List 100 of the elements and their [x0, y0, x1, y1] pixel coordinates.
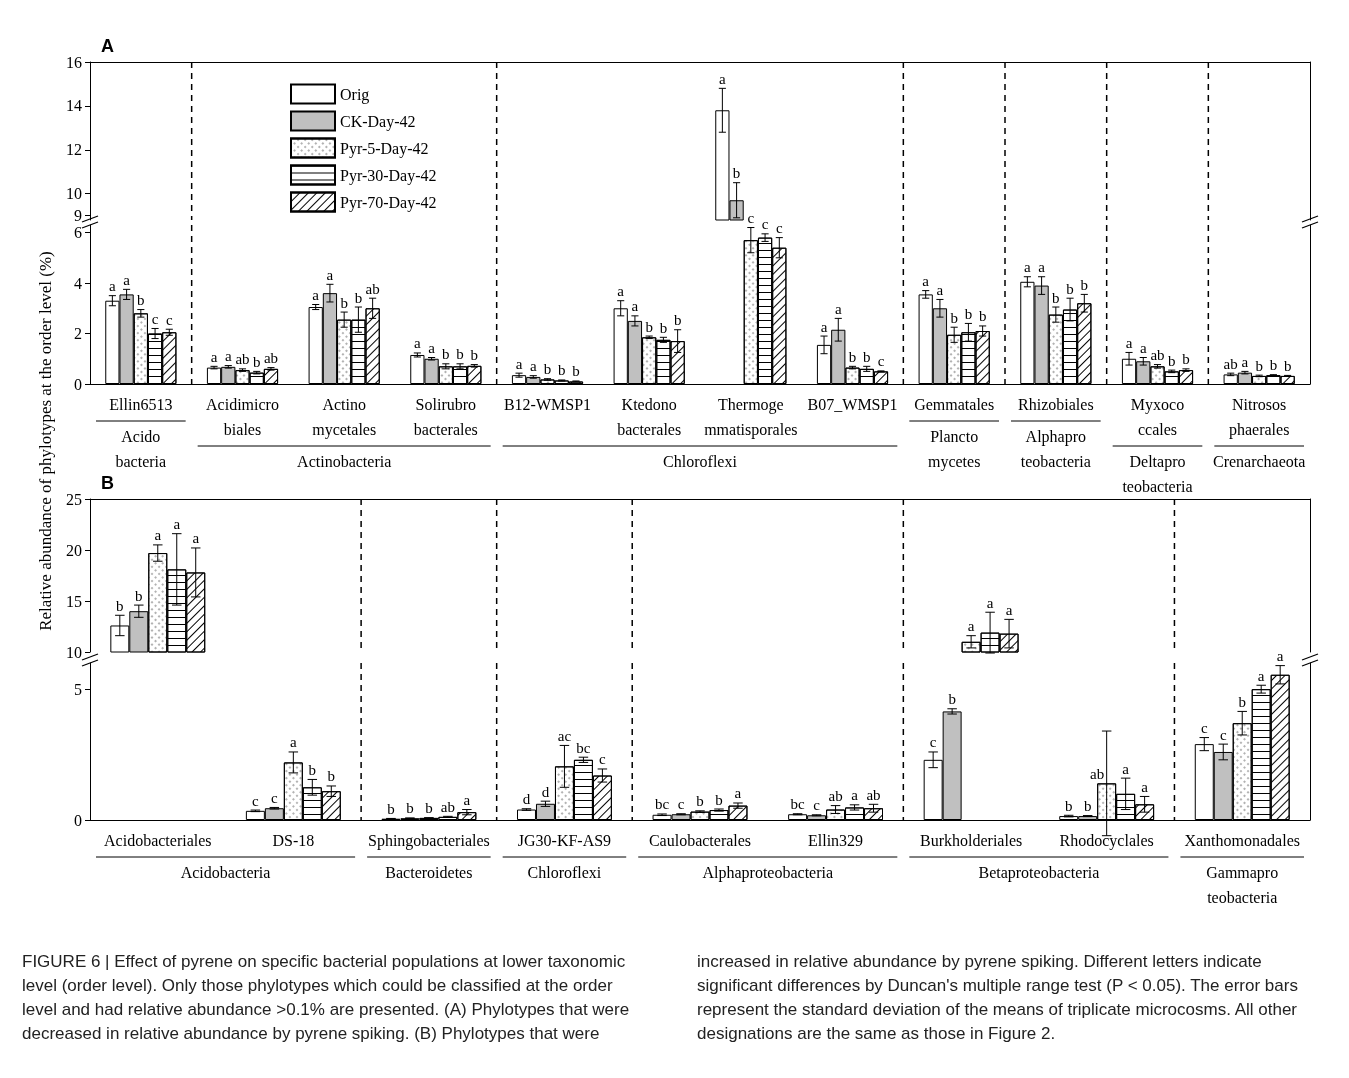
chart-title: B	[101, 473, 114, 493]
data-label: a	[631, 298, 639, 315]
data-label: b	[327, 768, 336, 785]
x-tick-label: Myxoco ccales	[1130, 396, 1185, 438]
y-tick-label: 20	[66, 541, 82, 559]
data-label: b	[557, 362, 566, 379]
x-tick-label: Nitrosos phaerales	[1228, 396, 1290, 439]
data-label: b	[948, 691, 956, 708]
text: Acidobacteria	[180, 864, 271, 881]
data-label: a	[1005, 601, 1013, 618]
data-label: d	[541, 783, 550, 800]
y-tick-label: 12	[66, 141, 82, 159]
data-label: c	[151, 310, 159, 327]
x-tick-label: Ellin329	[808, 832, 864, 849]
data-label: a	[173, 516, 181, 533]
data-label: b	[1238, 693, 1246, 710]
data-label: a	[224, 348, 232, 365]
data-label: bc	[654, 796, 670, 813]
data-label: b	[470, 347, 479, 364]
y-tick-label: 10	[66, 185, 82, 203]
text: Alphaproteobacteria	[702, 864, 834, 882]
data-label: c	[677, 796, 685, 813]
data-label: b	[340, 294, 348, 311]
data-label: b	[1052, 289, 1060, 306]
data-label: b	[950, 309, 958, 326]
text: Gammapro teobacteria	[1206, 864, 1279, 906]
data-label: a	[820, 318, 828, 335]
data-label: b	[543, 361, 552, 378]
data-label: bc	[790, 796, 806, 813]
data-label: a	[123, 271, 131, 288]
data-label: b	[425, 800, 433, 817]
data-label: a	[936, 281, 944, 298]
data-label: b	[1255, 357, 1263, 374]
x-tick-label: Thermoge mmatisporales	[704, 396, 798, 439]
data-label: ab	[365, 280, 380, 297]
x-tick-label: Gemmatales	[914, 396, 995, 413]
data-label: a	[617, 283, 625, 300]
data-label: bc	[576, 739, 591, 756]
data-label: a	[290, 734, 297, 751]
legend-label: Orig	[340, 85, 370, 104]
data-label: a	[851, 787, 859, 804]
x-tick-label: Caulobacterales	[648, 832, 752, 849]
y-tick-label: 2	[74, 325, 82, 343]
text: Bacteroidetes	[385, 864, 473, 881]
y-tick-label: 15	[66, 592, 82, 610]
data-label: a	[1139, 340, 1147, 356]
data-label: b	[572, 363, 580, 380]
data-label: a	[326, 266, 334, 283]
legend-label: CK-Day-42	[340, 112, 416, 131]
data-label: ab	[440, 798, 455, 815]
data-label: b	[732, 165, 741, 182]
x-tick-label: Rhizobiales	[1018, 396, 1094, 413]
text: Alphapro teobacteria	[1020, 428, 1091, 470]
data-label: ab	[828, 788, 843, 805]
data-label: a	[734, 785, 742, 802]
data-label: c	[1200, 720, 1208, 737]
data-label: a	[529, 358, 537, 375]
data-label: c	[813, 797, 821, 814]
x-tick-label: Ellin6513	[109, 396, 173, 413]
data-label: c	[165, 311, 173, 328]
data-label: c	[775, 220, 783, 237]
y-tick-label: 14	[66, 97, 82, 115]
data-label: a	[719, 70, 727, 87]
data-label: a	[463, 792, 471, 809]
data-label: a	[210, 348, 218, 365]
data-label: b	[645, 318, 653, 335]
data-label: a	[154, 527, 162, 544]
x-tick-label: B12-WMSP1	[503, 396, 592, 413]
y-tick-label: 16	[66, 53, 82, 71]
data-label: b	[116, 597, 124, 614]
data-label: b	[673, 312, 682, 329]
data-label: b	[964, 305, 973, 322]
data-label: b	[862, 348, 871, 365]
data-label: a	[834, 300, 842, 317]
data-label: a	[1257, 667, 1265, 684]
data-label: b	[978, 308, 987, 325]
data-label: ac	[557, 727, 572, 744]
x-tick-label: Ktedono bacterales	[617, 396, 682, 438]
data-label: c	[747, 210, 755, 227]
data-label: b	[308, 761, 317, 778]
data-label: a	[515, 355, 523, 372]
y-tick-label: 0	[74, 811, 82, 829]
data-label: a	[1024, 259, 1032, 276]
data-label: c	[252, 792, 260, 809]
data-label: b	[659, 319, 668, 336]
data-label: a	[1125, 334, 1133, 351]
data-label: a	[1141, 778, 1149, 795]
y-tick-label: 9	[74, 207, 82, 225]
x-tick-label: Solirubro bacterales	[413, 396, 478, 438]
y-tick-label: 5	[74, 680, 82, 698]
data-label: a	[1241, 353, 1249, 370]
x-tick-label: Burkholderiales	[920, 832, 1023, 849]
data-label: c	[599, 751, 607, 768]
data-label: b	[1269, 357, 1278, 374]
x-tick-label: JG30-KF-AS9	[517, 832, 612, 849]
legend-label: Pyr-30-Day-42	[340, 166, 437, 185]
data-label: a	[312, 287, 320, 303]
text: Crenarchaeota	[1212, 453, 1306, 470]
data-label: b	[1066, 280, 1074, 297]
text: FIGURE 6 | Effect of pyrene on specific bacterial populations at lower taxonomic level (order level). Only those phylotypes which could be classified at the order level and had relative abundance >0.1% are presented. (A) Phylotypes that were decreased in relative abundance by pyrene spiking. (B) Phylotypes that were increased in relative abundance by pyrene spiking. Different letters indicate significant differences by Duncan's multiple range test (P < 0.05). The error bars represent the standard deviation of the means of triplicate microcosms. All other designations are the same as those in Figure 2.	[22, 952, 1298, 1043]
